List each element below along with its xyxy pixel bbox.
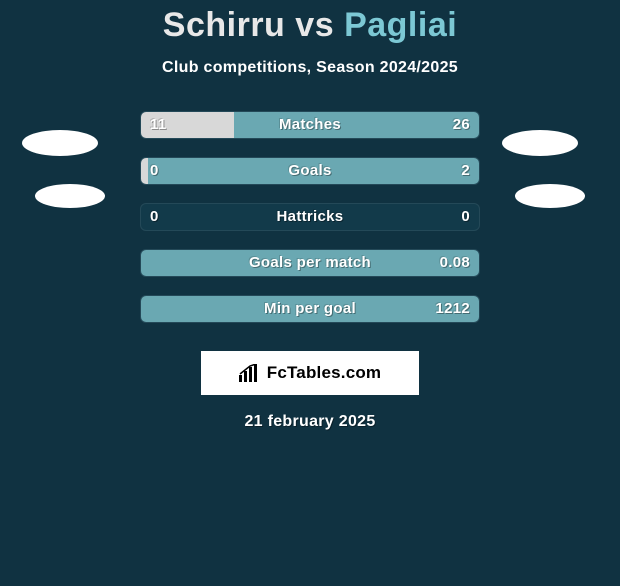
chart-icon (239, 364, 261, 382)
stat-row: 1126Matches (0, 111, 620, 157)
stat-rows: 1126Matches02Goals00Hattricks0.08Goals p… (0, 111, 620, 341)
stat-row: 02Goals (0, 157, 620, 203)
stat-label: Goals (140, 157, 480, 185)
stat-label: Hattricks (140, 203, 480, 231)
page-title: Schirru vs Pagliai (0, 6, 620, 45)
player1-name: Schirru (163, 6, 286, 44)
subtitle: Club competitions, Season 2024/2025 (0, 59, 620, 77)
stat-row: 0.08Goals per match (0, 249, 620, 295)
stat-row: 00Hattricks (0, 203, 620, 249)
brand-badge: FcTables.com (201, 351, 419, 395)
stat-label: Matches (140, 111, 480, 139)
comparison-card: Schirru vs Pagliai Club competitions, Se… (0, 6, 620, 431)
generated-date: 21 february 2025 (0, 413, 620, 431)
brand-text: FcTables.com (267, 363, 382, 383)
vs-text: vs (295, 6, 334, 44)
stat-row: 1212Min per goal (0, 295, 620, 341)
stat-label: Goals per match (140, 249, 480, 277)
player2-name: Pagliai (344, 6, 457, 44)
stat-label: Min per goal (140, 295, 480, 323)
